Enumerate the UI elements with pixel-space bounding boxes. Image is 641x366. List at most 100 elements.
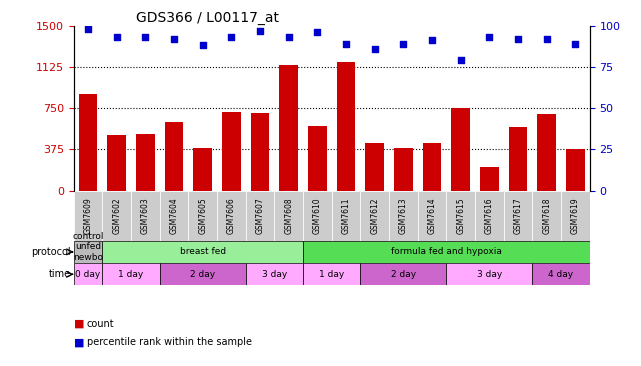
Bar [451,108,470,191]
Text: GSM7615: GSM7615 [456,197,465,234]
Point [570,41,581,47]
Text: GSM7618: GSM7618 [542,197,551,234]
Bar [79,94,97,191]
FancyBboxPatch shape [246,191,274,241]
Point [542,36,552,42]
Text: ■: ■ [74,337,84,347]
Text: GSM7612: GSM7612 [370,197,379,234]
Text: GDS366 / L00117_at: GDS366 / L00117_at [136,11,279,25]
Point [197,42,208,48]
Text: percentile rank within the sample: percentile rank within the sample [87,337,251,347]
Text: 3 day: 3 day [477,270,502,279]
Text: GSM7604: GSM7604 [170,197,179,234]
Point [427,38,437,44]
FancyBboxPatch shape [103,241,303,263]
FancyBboxPatch shape [332,191,360,241]
Point [226,34,237,40]
Point [398,41,408,47]
Text: GSM7617: GSM7617 [513,197,522,234]
FancyBboxPatch shape [446,191,475,241]
FancyBboxPatch shape [561,191,590,241]
FancyBboxPatch shape [533,191,561,241]
FancyBboxPatch shape [446,263,533,285]
Text: GSM7616: GSM7616 [485,197,494,234]
Text: time: time [49,269,71,279]
Text: count: count [87,319,114,329]
Text: formula fed and hypoxia: formula fed and hypoxia [391,247,502,257]
Text: GSM7605: GSM7605 [198,197,207,234]
Point [341,41,351,47]
FancyBboxPatch shape [303,241,590,263]
Text: GSM7614: GSM7614 [428,197,437,234]
FancyBboxPatch shape [103,263,160,285]
Point [112,34,122,40]
FancyBboxPatch shape [160,263,246,285]
Point [370,46,380,52]
Bar [422,143,442,191]
FancyBboxPatch shape [533,263,590,285]
Point [484,34,494,40]
FancyBboxPatch shape [303,191,332,241]
FancyBboxPatch shape [74,263,103,285]
Text: 2 day: 2 day [190,270,215,279]
FancyBboxPatch shape [74,191,103,241]
Text: 1 day: 1 day [319,270,344,279]
FancyBboxPatch shape [74,241,103,263]
Text: ■: ■ [74,319,84,329]
Text: GSM7606: GSM7606 [227,197,236,234]
Text: breast fed: breast fed [179,247,226,257]
Text: GSM7619: GSM7619 [571,197,580,234]
Text: GSM7610: GSM7610 [313,197,322,234]
Point [255,28,265,34]
Text: control
unfed
newbo
rn: control unfed newbo rn [72,232,104,272]
Point [169,36,179,42]
FancyBboxPatch shape [246,263,303,285]
FancyBboxPatch shape [360,263,446,285]
Text: 3 day: 3 day [262,270,287,279]
FancyBboxPatch shape [389,191,418,241]
FancyBboxPatch shape [103,191,131,241]
FancyBboxPatch shape [504,191,533,241]
FancyBboxPatch shape [475,191,504,241]
Point [312,29,322,35]
Text: GSM7611: GSM7611 [342,197,351,234]
Text: GSM7603: GSM7603 [141,197,150,234]
Bar [566,149,585,191]
Text: 0 day: 0 day [76,270,101,279]
FancyBboxPatch shape [131,191,160,241]
Point [140,34,151,40]
Bar [394,148,413,191]
Bar [537,113,556,191]
Bar [251,112,269,191]
Bar [136,134,154,191]
Text: GSM7613: GSM7613 [399,197,408,234]
FancyBboxPatch shape [418,191,446,241]
Text: 2 day: 2 day [391,270,416,279]
FancyBboxPatch shape [217,191,246,241]
Bar [165,122,183,191]
FancyBboxPatch shape [160,191,188,241]
Text: GSM7607: GSM7607 [256,197,265,234]
Text: GSM7608: GSM7608 [284,197,293,234]
Text: GSM7609: GSM7609 [83,197,92,234]
FancyBboxPatch shape [303,263,360,285]
Bar [194,148,212,191]
Bar [337,63,355,191]
Point [83,26,93,32]
FancyBboxPatch shape [360,191,389,241]
Bar [365,143,384,191]
Text: 1 day: 1 day [119,270,144,279]
Bar [108,135,126,191]
Point [513,36,523,42]
Bar [279,65,298,191]
Bar [308,126,327,191]
Point [283,34,294,40]
Bar [509,127,528,191]
FancyBboxPatch shape [188,191,217,241]
Text: GSM7602: GSM7602 [112,197,121,234]
Bar [480,167,499,191]
Text: 4 day: 4 day [549,270,574,279]
FancyBboxPatch shape [274,191,303,241]
Bar [222,112,241,191]
Text: protocol: protocol [31,247,71,257]
